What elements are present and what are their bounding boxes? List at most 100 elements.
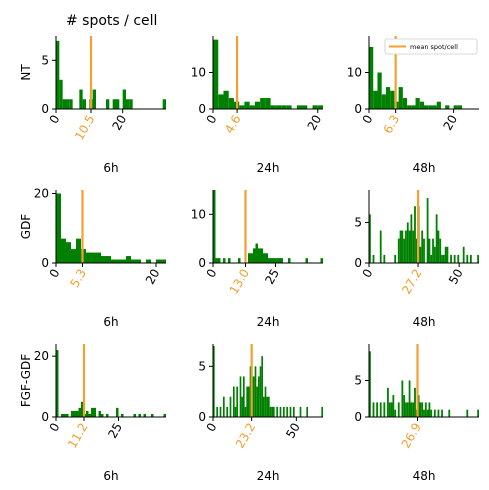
histogram-bar [253,376,255,417]
y-tick-label: 5 [41,53,49,67]
histogram-bar [415,238,418,263]
histogram-bar [116,99,120,109]
histogram-bar [213,39,219,109]
histogram-bar [162,99,166,109]
x-axis-label: 6h [103,469,118,483]
histogram-bar [457,105,463,109]
histogram-bar [288,258,291,263]
histogram-bar [106,413,109,417]
histogram-bar [66,242,71,263]
histogram-bar [93,407,96,417]
histogram-bar [457,254,460,263]
subplot-2: 0 10 0 20 4.6 24h [191,36,324,175]
histogram-bar [273,406,275,417]
y-tick-label: 10 [191,66,206,80]
histogram-bar [469,254,472,263]
subplot-5: 0 10 0 25 13.0 24h [191,190,323,329]
histogram-bar [405,230,407,263]
histogram-bar [379,402,382,417]
histogram-bar [215,258,218,263]
histogram-bar [293,406,295,417]
histogram-bar [414,206,416,263]
histogram-bar [131,259,136,263]
histogram-bar [412,230,415,263]
histogram-bar [419,246,422,263]
histogram-bar [270,105,276,109]
histogram-bar [76,410,79,417]
y-tick-label: 0 [41,256,49,270]
histogram-bar [419,402,422,417]
histogram-bar [259,366,262,417]
subplot-7: 0 20 0 25 11.2 6h FGF-GDF [19,344,166,483]
histogram-bar [403,238,406,263]
histogram-bar [228,98,234,109]
histogram-bar [121,413,124,417]
histogram-bar [61,413,64,417]
x-tick-label: 20 [109,112,129,132]
histogram-bar [394,254,397,263]
histogram-bar [270,258,273,263]
histogram-bar [255,243,258,263]
histogram-bar [402,98,408,109]
x-tick-label: 0 [204,267,220,281]
histogram-bar [302,105,308,109]
mean-value-label: 11.2 [65,421,90,451]
histogram-bar [238,258,241,263]
x-tick-label: 0 [47,113,63,127]
x-tick-label: 20 [440,113,460,133]
subplot-9: 0 5 26.9 48h [354,344,479,483]
histogram-bar [223,90,229,109]
histogram-bar [218,94,224,109]
histogram-bar [406,222,409,263]
histogram-bar [410,214,413,263]
histogram-bar [226,406,228,417]
histogram-bar [239,376,242,417]
histogram-bar [376,402,379,417]
y-tick-label: 0 [41,410,49,424]
histogram-bar [320,258,323,263]
histogram-bar [101,413,104,417]
histogram-bar [392,395,395,417]
histogram-bar [275,105,282,109]
histogram-bar [397,402,400,417]
histogram-bar [112,99,116,109]
histogram-bar [432,238,434,263]
histogram-bar [76,238,81,263]
mean-value-label: 6.3 [381,113,403,137]
mean-value-label: 4.6 [222,113,244,137]
histogram-bar [219,406,222,417]
histogram-bar [136,259,141,263]
histogram-bar [453,254,456,263]
histogram-bar [462,246,465,263]
x-tick-label: 0 [360,267,376,281]
histogram-bar [56,40,60,109]
histogram-bar [401,230,404,263]
histogram-bar [236,386,238,417]
legend-label: mean spot/cell [410,43,458,51]
histogram-bar [62,99,66,109]
histogram-bar [317,105,323,109]
histogram-bar [234,406,237,417]
histogram-bar [78,407,81,417]
y-tick-label: 0 [354,410,362,424]
histogram-bar [73,410,76,417]
histogram-bar [369,46,374,109]
histogram-bar [246,386,248,417]
histogram-bar [263,253,266,263]
histogram-bar [466,254,469,263]
histogram-bar [408,380,411,417]
histogram-bar [430,254,433,263]
histogram-bar [372,402,375,417]
histogram-bar [161,259,166,263]
histogram-bar [223,258,226,263]
histogram-bar [213,190,216,263]
histogram-bar [266,396,268,417]
histogram-bar [445,105,450,109]
histogram-bar [101,256,106,263]
histogram-bar [477,409,479,417]
x-tick-label: 25 [105,421,125,441]
histogram-bar [379,230,382,263]
histogram-bar [280,258,283,263]
